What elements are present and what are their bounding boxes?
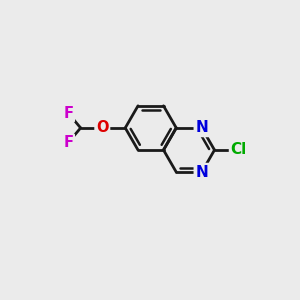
Text: Cl: Cl (231, 142, 247, 158)
Text: N: N (195, 120, 208, 135)
Text: N: N (195, 165, 208, 180)
Text: O: O (96, 120, 109, 135)
Text: F: F (63, 135, 73, 150)
Text: F: F (63, 106, 73, 121)
